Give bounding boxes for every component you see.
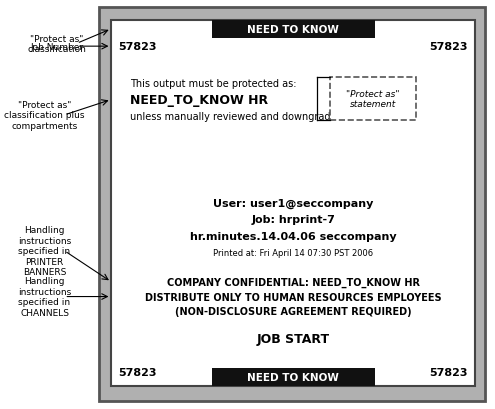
Text: "Protect as"
statement: "Protect as" statement bbox=[346, 90, 400, 109]
Text: COMPANY CONFIDENTIAL: NEED_TO_KNOW HR: COMPANY CONFIDENTIAL: NEED_TO_KNOW HR bbox=[167, 277, 420, 287]
Text: Handling
instructions
specified in
CHANNELS: Handling instructions specified in CHANN… bbox=[18, 277, 71, 317]
Text: DISTRIBUTE ONLY TO HUMAN RESOURCES EMPLOYEES: DISTRIBUTE ONLY TO HUMAN RESOURCES EMPLO… bbox=[145, 292, 442, 302]
Text: User: user1@seccompany: User: user1@seccompany bbox=[213, 198, 373, 209]
Text: NEED_TO_KNOW HR: NEED_TO_KNOW HR bbox=[130, 94, 268, 107]
Text: This output must be protected as:: This output must be protected as: bbox=[130, 79, 296, 89]
Bar bbox=[212, 20, 375, 39]
Text: unless manually reviewed and downgraded.: unless manually reviewed and downgraded. bbox=[130, 112, 345, 121]
Text: 57823: 57823 bbox=[430, 367, 468, 377]
Text: NEED TO KNOW: NEED TO KNOW bbox=[248, 372, 339, 382]
Bar bbox=[111, 20, 475, 387]
Bar bbox=[99, 8, 485, 401]
Text: "Protect as"
classification: "Protect as" classification bbox=[28, 35, 86, 54]
Text: 57823: 57823 bbox=[119, 42, 157, 52]
Text: "Protect as"
classification plus
compartments: "Protect as" classification plus compart… bbox=[4, 101, 85, 130]
Text: 57823: 57823 bbox=[430, 42, 468, 52]
Text: Job Number: Job Number bbox=[30, 43, 84, 52]
Text: hr.minutes.14.04.06 seccompany: hr.minutes.14.04.06 seccompany bbox=[190, 231, 396, 241]
Text: Job: hrprint-7: Job: hrprint-7 bbox=[251, 215, 335, 225]
Text: NEED TO KNOW: NEED TO KNOW bbox=[248, 25, 339, 35]
Text: (NON-DISCLOSURE AGREEMENT REQUIRED): (NON-DISCLOSURE AGREEMENT REQUIRED) bbox=[175, 306, 412, 317]
Text: Printed at: Fri April 14 07:30 PST 2006: Printed at: Fri April 14 07:30 PST 2006 bbox=[213, 248, 373, 257]
Text: JOB START: JOB START bbox=[257, 333, 330, 346]
Text: 57823: 57823 bbox=[119, 367, 157, 377]
Bar bbox=[212, 368, 375, 387]
Text: Handling
instructions
specified in
PRINTER
BANNERS: Handling instructions specified in PRINT… bbox=[18, 226, 71, 276]
Bar bbox=[330, 78, 416, 121]
